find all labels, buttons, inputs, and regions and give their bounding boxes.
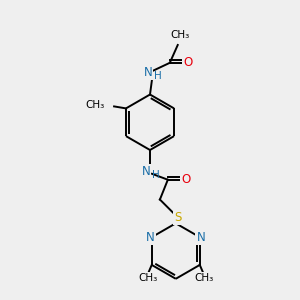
Text: N: N bbox=[146, 231, 155, 244]
Text: N: N bbox=[196, 231, 205, 244]
Text: CH₃: CH₃ bbox=[194, 273, 213, 283]
Text: S: S bbox=[174, 211, 182, 224]
Text: H: H bbox=[152, 170, 160, 180]
Text: CH₃: CH₃ bbox=[170, 30, 189, 40]
Text: O: O bbox=[181, 173, 190, 186]
Text: N: N bbox=[142, 165, 150, 178]
Text: O: O bbox=[183, 56, 192, 69]
Text: CH₃: CH₃ bbox=[85, 100, 104, 110]
Text: H: H bbox=[154, 71, 162, 81]
Text: CH₃: CH₃ bbox=[138, 273, 158, 283]
Text: N: N bbox=[144, 66, 152, 79]
